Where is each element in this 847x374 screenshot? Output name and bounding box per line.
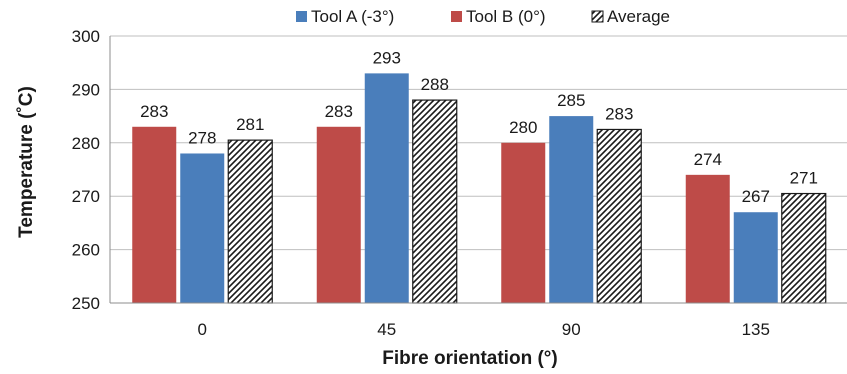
bar-tool-a-0 xyxy=(180,153,225,303)
data-label: 278 xyxy=(188,128,216,147)
data-label: 274 xyxy=(694,150,722,169)
data-label: 283 xyxy=(140,102,168,121)
legend-swatch xyxy=(296,11,307,22)
y-tick-label: 290 xyxy=(72,80,100,99)
data-label: 267 xyxy=(742,187,770,206)
x-axis-title: Fibre orientation (°) xyxy=(382,348,557,369)
legend-swatch xyxy=(591,10,604,23)
data-label: 281 xyxy=(236,115,264,134)
legend-label: Tool A (-3°) xyxy=(311,7,394,26)
bar-tool-b-0 xyxy=(132,126,177,303)
axes: 250 260 270 280 290 300 0 45 90 135 xyxy=(72,27,847,339)
data-label: 283 xyxy=(605,104,633,123)
bars xyxy=(132,73,827,304)
bar-tool-a-90 xyxy=(549,116,594,303)
x-tick-label: 135 xyxy=(742,320,770,339)
x-tick-label: 0 xyxy=(198,320,207,339)
legend-swatch xyxy=(451,11,462,22)
y-tick-label: 300 xyxy=(72,27,100,46)
bar-tool-b-135 xyxy=(685,174,730,303)
bar-average-undefined-135 xyxy=(781,192,827,304)
data-labels: 283 278 281 283 293 288 280 285 283 274 267 271 xyxy=(140,48,818,206)
data-label: 293 xyxy=(373,48,401,67)
data-label: 283 xyxy=(325,102,353,121)
bar-tool-a-45 xyxy=(364,73,409,303)
y-tick-label: 270 xyxy=(72,187,100,206)
y-tick-label: 250 xyxy=(72,294,100,313)
bar-tool-a-135 xyxy=(733,212,778,303)
bar-average-undefined-45 xyxy=(412,99,458,304)
legend-label: Tool B (0°) xyxy=(466,7,546,26)
data-label: 280 xyxy=(509,118,537,137)
bar-tool-b-90 xyxy=(501,142,546,303)
data-label: 288 xyxy=(421,75,449,94)
y-tick-label: 280 xyxy=(72,134,100,153)
data-label: 285 xyxy=(557,91,585,110)
legend-label: Average xyxy=(607,7,670,26)
legend: Tool A (-3°) Tool B (0°) Average xyxy=(296,7,670,26)
x-tick-label: 90 xyxy=(562,320,581,339)
y-tick-label: 260 xyxy=(72,241,100,260)
bar-tool-b-45 xyxy=(316,126,361,303)
x-tick-label: 45 xyxy=(377,320,396,339)
y-axis-title: Temperature (˚C) xyxy=(16,86,37,238)
bar-average-undefined-0 xyxy=(227,139,273,304)
bar-average-undefined-90 xyxy=(596,128,642,304)
data-label: 271 xyxy=(790,169,818,188)
